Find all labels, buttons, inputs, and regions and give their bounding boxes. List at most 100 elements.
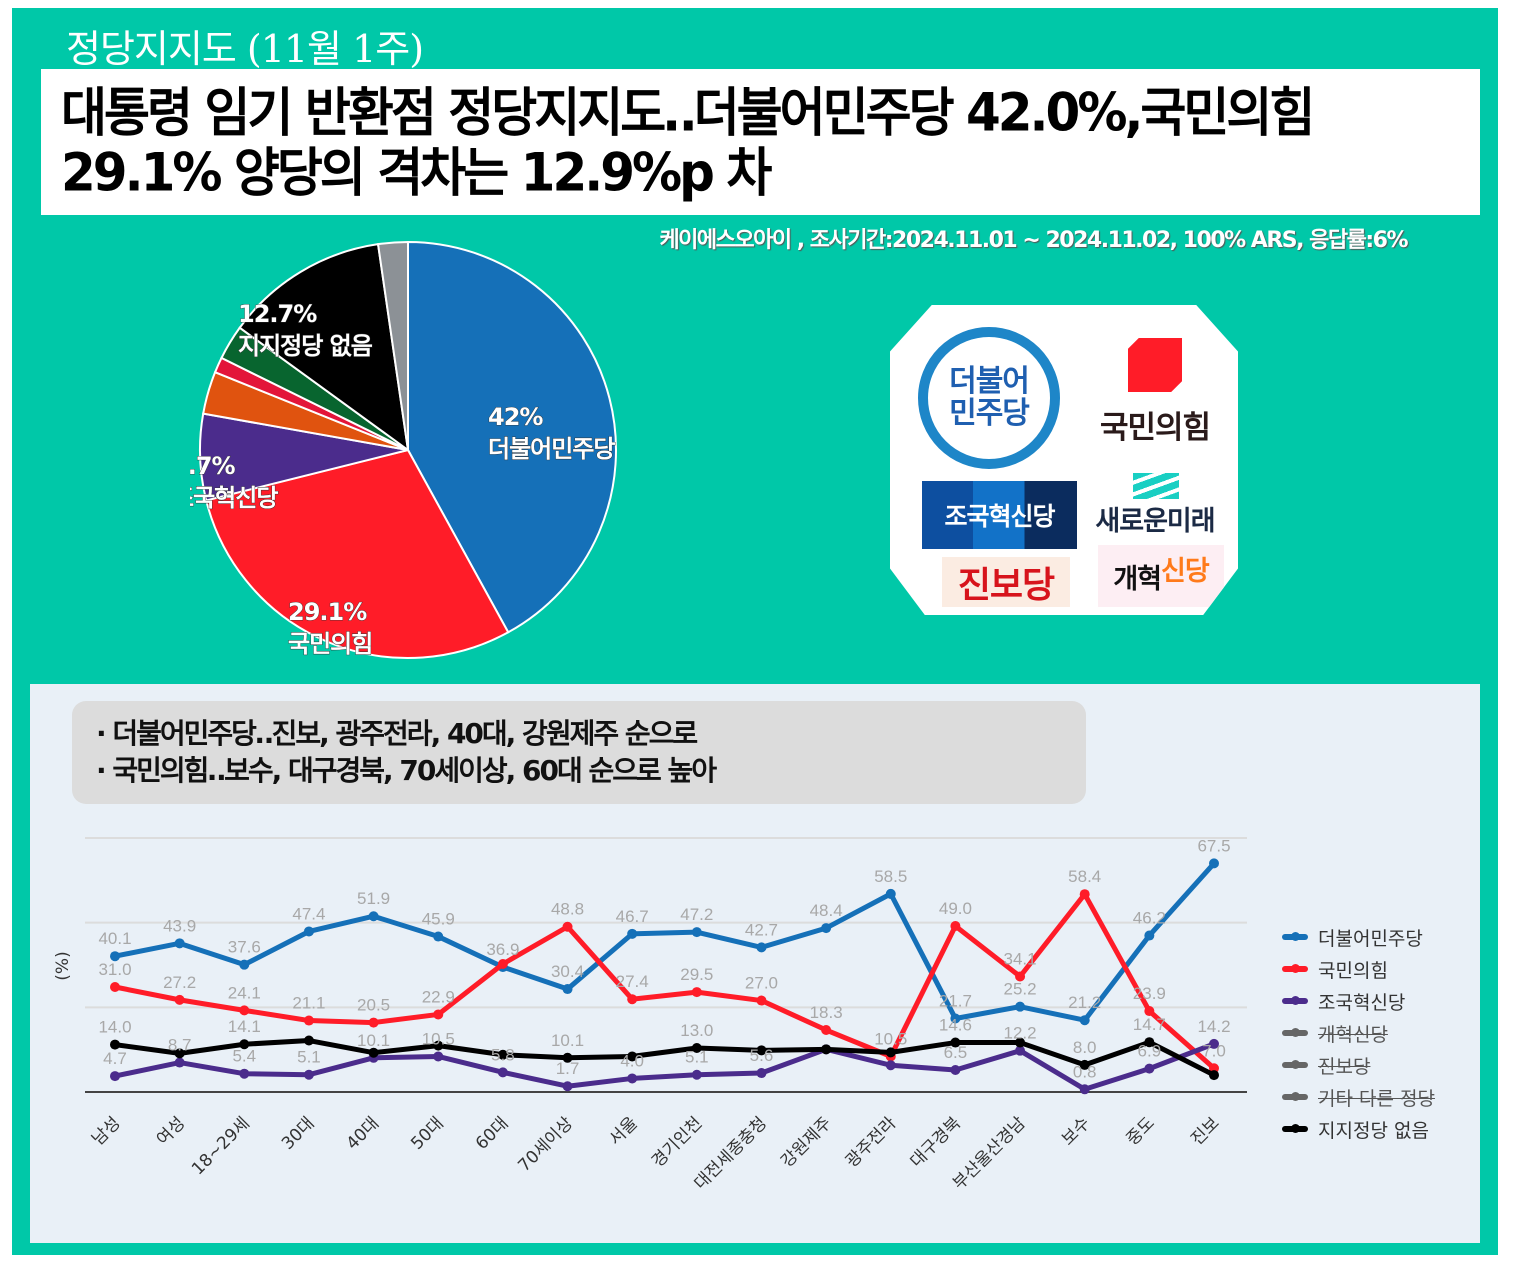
data-label: 51.9: [357, 889, 390, 908]
line-chart-panel: · 더불어민주당‥진보, 광주전라, 40대, 강원제주 순으로 · 국민의힘‥…: [30, 684, 1480, 1243]
legend-label: 더불어민주당: [1318, 927, 1423, 950]
data-point: [1079, 1084, 1090, 1095]
legend-item[interactable]: 개혁신당: [1282, 1017, 1435, 1049]
data-label: 27.2: [163, 973, 196, 992]
data-point: [303, 926, 314, 937]
legend-item[interactable]: 조국혁신당: [1282, 985, 1435, 1017]
data-label: 14.1: [228, 1017, 261, 1036]
data-point: [885, 1060, 896, 1071]
logo-rebuild: 조국혁신당: [922, 481, 1077, 549]
x-tick-label: 대구경북: [907, 1113, 965, 1171]
data-point: [691, 927, 702, 938]
data-point: [1079, 889, 1090, 900]
page-title: 정당지지도 (11월 1주): [66, 27, 424, 71]
data-point: [433, 931, 444, 942]
data-label: 6.5: [944, 1043, 968, 1062]
data-point: [950, 1037, 961, 1048]
data-point: [562, 984, 573, 995]
pie-label-percent: 42%: [488, 403, 543, 431]
headline-box: 대통령 임기 반환점 정당지지도‥더불어민주당 42.0%,국민의힘 29.1%…: [41, 69, 1480, 215]
data-label: 21.2: [1068, 993, 1101, 1012]
data-point: [174, 938, 185, 949]
pie-label-percent: 29.1%: [288, 598, 367, 626]
legend-item[interactable]: 더불어민주당: [1282, 921, 1435, 953]
data-point: [1079, 1059, 1090, 1070]
pie-label-name: 국민의힘: [288, 630, 372, 658]
pie-slice: [376, 240, 409, 451]
legend-item[interactable]: 진보당: [1282, 1049, 1435, 1081]
data-point: [562, 1081, 573, 1092]
data-label: 5.1: [297, 1048, 321, 1067]
data-point: [950, 1064, 961, 1075]
data-label: 58.4: [1068, 867, 1101, 886]
series-line: [114, 1038, 1216, 1078]
data-label: 5.6: [750, 1046, 774, 1065]
data-point: [174, 1057, 185, 1068]
pie-label-percent: 12.7%: [238, 300, 317, 328]
x-tick-label: 서울: [605, 1113, 641, 1149]
data-point: [821, 923, 832, 934]
data-point: [562, 1052, 573, 1063]
data-point: [627, 1073, 638, 1084]
data-label: 45.9: [422, 910, 455, 929]
data-label: 25.2: [1004, 980, 1037, 999]
data-point: [885, 1047, 896, 1058]
x-tick-label: 강원제주: [777, 1113, 835, 1171]
legend-item[interactable]: 기타 다른 정당: [1282, 1081, 1435, 1113]
data-point: [368, 911, 379, 922]
data-point: [1209, 858, 1219, 869]
data-point: [562, 921, 573, 932]
legend-item[interactable]: 국민의힘: [1282, 953, 1435, 985]
data-label: 10.5: [874, 1029, 907, 1048]
legend-item[interactable]: 지지정당 없음: [1282, 1113, 1435, 1145]
x-tick-label: 보수: [1058, 1113, 1094, 1149]
data-label: 14.2: [1197, 1017, 1230, 1036]
x-tick-label: 중도: [1123, 1113, 1159, 1149]
party-logos: 더불어 민주당 국민의힘 조국혁신당 새로운미래 진보당 개혁 신당: [890, 305, 1238, 615]
data-point: [627, 928, 638, 939]
data-point: [756, 1045, 767, 1056]
data-point: [1209, 1070, 1219, 1081]
x-tick-label: 남성: [88, 1113, 124, 1149]
data-point: [691, 1069, 702, 1080]
headline-line-1: 대통령 임기 반환점 정당지지도‥더불어민주당 42.0%,국민의힘: [61, 82, 1315, 143]
data-label: 14.7: [1133, 1015, 1166, 1034]
data-label: 46.7: [616, 907, 649, 926]
data-point: [756, 942, 767, 953]
newfuture-symbol-icon: [1133, 473, 1179, 499]
x-tick-label: 진보: [1187, 1113, 1223, 1149]
data-label: 27.4: [616, 972, 649, 991]
data-label: 5.8: [491, 1045, 515, 1064]
data-label: 34.1: [1004, 950, 1037, 969]
logo-newfuture: 새로운미래: [1095, 505, 1215, 537]
data-label: 40.1: [98, 929, 131, 948]
data-point: [303, 1069, 314, 1080]
data-point: [110, 1071, 120, 1082]
data-point: [303, 1015, 314, 1026]
data-point: [821, 1025, 832, 1036]
data-point: [1144, 1006, 1155, 1017]
legend-swatch-icon: [1282, 1124, 1308, 1133]
data-point: [368, 1017, 379, 1028]
x-tick-label: 광주전라: [842, 1113, 901, 1172]
data-point: [821, 1044, 832, 1055]
legend-swatch-icon: [1282, 1060, 1308, 1069]
x-tick-label: 경기인천: [648, 1113, 706, 1171]
data-label: 24.1: [228, 983, 261, 1002]
logo-reform-b: 신당: [1161, 555, 1210, 587]
data-label: 12.2: [1004, 1024, 1037, 1043]
data-point: [1144, 1063, 1155, 1074]
x-tick-label: 60대: [472, 1113, 513, 1154]
summary-line-1: · 더불어민주당‥진보, 광주전라, 40대, 강원제주 순으로: [96, 717, 698, 750]
data-point: [110, 982, 120, 993]
data-label: 13.0: [680, 1021, 713, 1040]
legend-label: 조국혁신당: [1318, 991, 1406, 1014]
pie-slice: [238, 243, 410, 453]
data-point: [239, 1005, 250, 1016]
pie-label-name: 조국혁신당: [190, 484, 278, 512]
data-point: [174, 994, 185, 1005]
pie-slice: [407, 240, 617, 634]
data-label: 21.7: [939, 992, 972, 1011]
data-point: [239, 959, 250, 970]
